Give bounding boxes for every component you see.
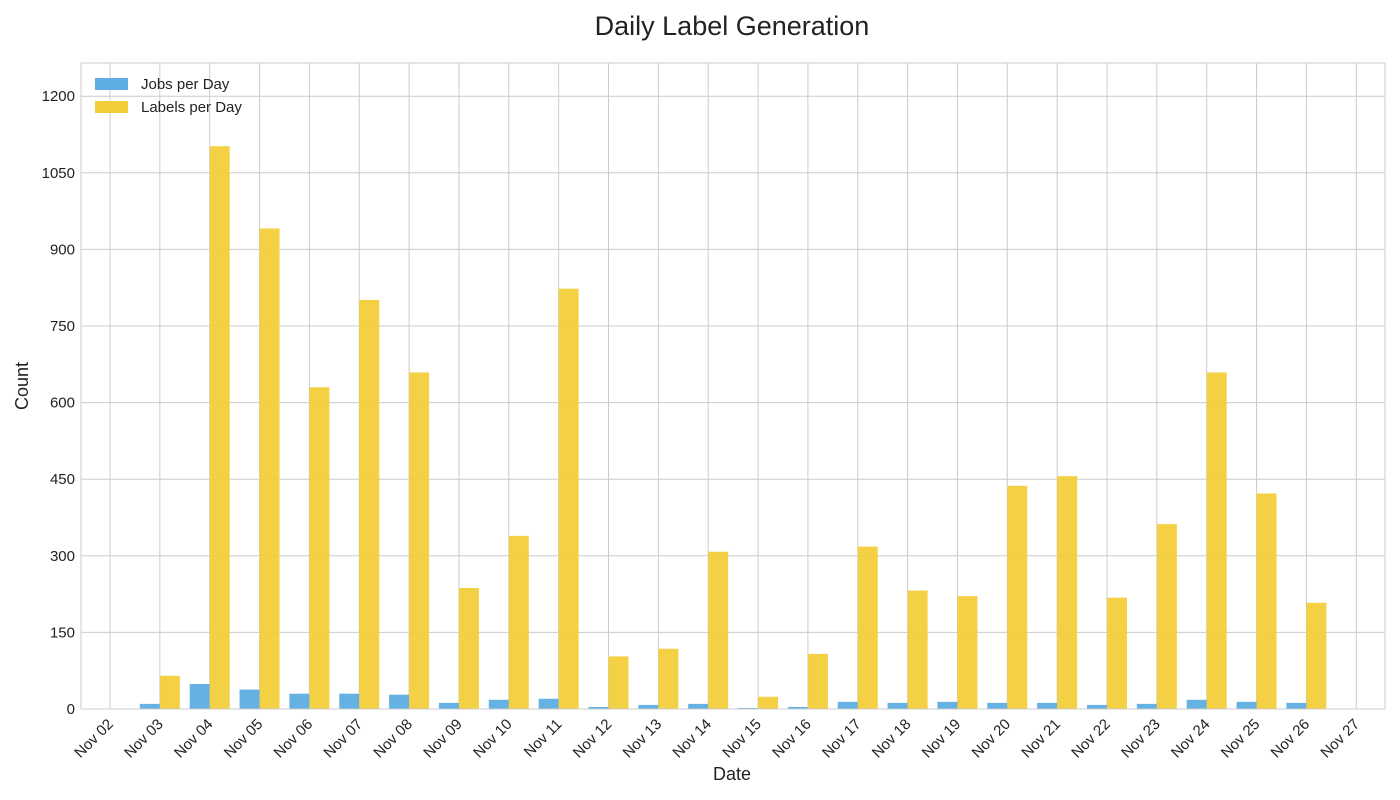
x-tick-label: Nov 27 [1317, 716, 1363, 762]
bar-jobs-per-day [1087, 704, 1107, 709]
x-tick-label: Nov 02 [71, 716, 117, 762]
y-tick-label: 600 [50, 395, 75, 412]
bar-jobs-per-day [438, 702, 459, 709]
y-tick-label: 300 [50, 548, 75, 565]
x-tick-label: Nov 26 [1268, 716, 1314, 762]
x-tick-label: Nov 05 [221, 716, 267, 762]
bar-labels-per-day [209, 146, 230, 710]
bar-jobs-per-day [787, 706, 808, 709]
legend-swatch-labels [95, 101, 128, 113]
y-tick-label: 0 [67, 701, 75, 718]
bar-labels-per-day [1057, 476, 1078, 709]
y-tick-label: 1050 [42, 165, 75, 182]
bar-jobs-per-day [289, 693, 310, 709]
bar-jobs-per-day [239, 689, 260, 709]
bar-labels-per-day [658, 648, 679, 709]
bar-jobs-per-day [389, 694, 410, 709]
x-tick-label: Nov 09 [420, 716, 466, 762]
x-tick-label: Nov 17 [819, 716, 865, 762]
bar-jobs-per-day [488, 699, 509, 709]
x-tick-label: Nov 19 [919, 716, 965, 762]
x-tick-label: Nov 24 [1168, 716, 1214, 762]
x-tick-label: Nov 15 [719, 716, 765, 762]
bar-labels-per-day [309, 387, 330, 709]
x-tick-label: Nov 13 [620, 716, 666, 762]
bar-labels-per-day [1306, 602, 1327, 709]
y-tick-label: 150 [50, 624, 75, 641]
bar-jobs-per-day [1286, 702, 1307, 709]
bar-labels-per-day [907, 590, 928, 709]
x-tick-label: Nov 04 [171, 716, 217, 762]
bar-jobs-per-day [1186, 699, 1207, 709]
y-tick-label: 750 [50, 318, 75, 335]
bar-jobs-per-day [887, 702, 908, 709]
bar-labels-per-day [359, 299, 380, 709]
x-tick-label: Nov 08 [370, 716, 416, 762]
legend-label-labels: Labels per Day [141, 99, 242, 116]
bar-jobs-per-day [1136, 703, 1157, 709]
chart-title: Daily Label Generation [595, 11, 870, 41]
legend-swatch-jobs [95, 78, 128, 90]
x-tick-label: Nov 25 [1218, 716, 1264, 762]
bar-labels-per-day [1256, 493, 1277, 709]
y-tick-label: 900 [50, 241, 75, 258]
bar-labels-per-day [957, 596, 978, 709]
x-tick-label: Nov 06 [271, 716, 317, 762]
bar-jobs-per-day [987, 702, 1008, 709]
legend: Jobs per Day Labels per Day [95, 76, 242, 116]
bar-labels-per-day [1206, 372, 1227, 709]
y-tick-label: 450 [50, 471, 75, 488]
x-tick-label: Nov 14 [669, 716, 715, 762]
bar-jobs-per-day [688, 703, 709, 709]
bar-jobs-per-day [339, 693, 360, 709]
bar-jobs-per-day [588, 706, 609, 709]
x-tick-label: Nov 18 [869, 716, 915, 762]
y-tick-label: 1200 [42, 88, 75, 105]
bar-labels-per-day [409, 372, 430, 709]
bar-jobs-per-day [837, 701, 858, 709]
bar-jobs-per-day [139, 703, 160, 709]
bar-labels-per-day [758, 696, 779, 709]
x-tick-label: Nov 03 [121, 716, 167, 762]
x-tick-label: Nov 11 [521, 716, 566, 761]
legend-label-jobs: Jobs per Day [141, 76, 230, 93]
x-tick-label: Nov 10 [470, 716, 516, 762]
bar-labels-per-day [458, 587, 479, 709]
bar-labels-per-day [608, 656, 629, 709]
bar-labels-per-day [1007, 485, 1028, 709]
bar-labels-per-day [259, 228, 280, 709]
bar-labels-per-day [1107, 597, 1127, 709]
bar-jobs-per-day [937, 701, 958, 709]
bar-labels-per-day [558, 288, 579, 709]
plot-area-frame [80, 62, 1386, 710]
bar-labels-per-day [159, 675, 180, 709]
x-tick-label: Nov 16 [769, 716, 815, 762]
bar-jobs-per-day [189, 683, 210, 709]
x-tick-label: Nov 22 [1068, 716, 1114, 762]
x-tick-label: Nov 21 [1018, 716, 1064, 762]
y-axis-label: Count [12, 362, 32, 410]
bar-jobs-per-day [738, 707, 759, 709]
bar-jobs-per-day [638, 704, 659, 709]
bar-jobs-per-day [1236, 701, 1257, 709]
bar-labels-per-day [857, 546, 878, 709]
bar-jobs-per-day [538, 698, 559, 709]
bar-labels-per-day [807, 653, 828, 709]
bar-labels-per-day [508, 535, 529, 709]
bar-jobs-per-day [1037, 702, 1058, 709]
x-tick-label: Nov 12 [570, 716, 616, 762]
x-tick-label: Nov 23 [1118, 716, 1164, 762]
bar-labels-per-day [1156, 524, 1177, 709]
x-axis-label: Date [713, 764, 751, 784]
bar-labels-per-day [708, 551, 729, 709]
x-tick-label: Nov 20 [968, 716, 1014, 762]
bars [139, 146, 1327, 710]
x-tick-label: Nov 07 [320, 716, 366, 762]
x-axis-ticks: Nov 02 Nov 03 Nov 04 Nov 05 Nov 06 Nov 07 Nov … [71, 716, 1363, 762]
y-axis-ticks: 0 150 300 450 600 750 900 1050 1200 [42, 88, 75, 718]
